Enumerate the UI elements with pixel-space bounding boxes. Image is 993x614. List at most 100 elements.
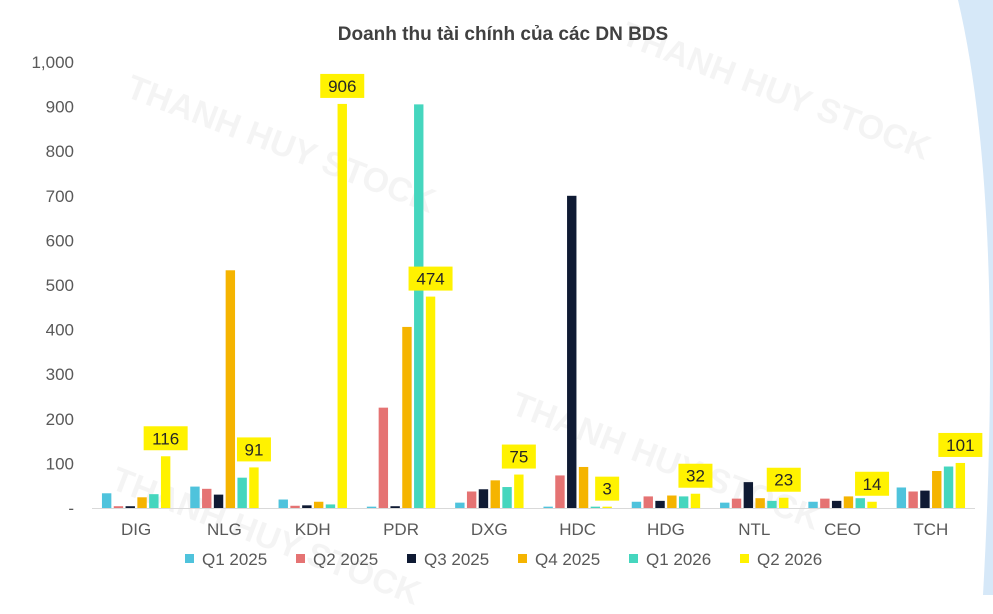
- y-tick-label: 200: [46, 410, 74, 429]
- bar: [678, 496, 689, 508]
- y-tick-label: 800: [46, 142, 74, 161]
- bar: [290, 505, 300, 508]
- bar: [425, 296, 436, 508]
- data-label-box: [236, 437, 271, 462]
- bar-chart: Doanh thu tài chính của các DN BDS - 100 20…: [31, 24, 983, 569]
- bar: [237, 477, 247, 508]
- legend-label: Q2 2025: [313, 550, 378, 569]
- data-label-box: [595, 476, 620, 501]
- data-label: 101: [946, 436, 974, 455]
- bar: [831, 500, 842, 508]
- bar: [908, 491, 918, 508]
- bar: [590, 506, 601, 508]
- bar: [731, 498, 742, 508]
- bar: [631, 501, 642, 508]
- bar: [490, 480, 500, 508]
- bar: [313, 501, 324, 508]
- bar: [137, 497, 147, 508]
- data-label-box: [678, 463, 713, 488]
- data-label: 23: [774, 471, 793, 490]
- data-label: 116: [152, 429, 179, 448]
- bar: [943, 466, 954, 508]
- bar: [567, 195, 577, 509]
- data-label-box: [320, 73, 365, 98]
- data-label: 3: [602, 480, 611, 499]
- legend-label: Q1 2025: [202, 550, 267, 569]
- x-tick-label: TCH: [913, 520, 948, 539]
- data-label-box: [143, 426, 188, 451]
- bar: [843, 496, 854, 508]
- bar: [160, 456, 171, 508]
- bar: [113, 506, 124, 508]
- bar: [932, 470, 942, 508]
- x-tick-label: HDC: [559, 520, 596, 539]
- data-label: 91: [244, 440, 263, 459]
- bar: [278, 499, 288, 508]
- legend-swatch: [407, 554, 416, 563]
- x-tick-label: NTL: [738, 520, 770, 539]
- y-tick-label: 900: [46, 98, 74, 117]
- legend-swatch: [296, 554, 305, 563]
- y-tick-label: 100: [46, 454, 74, 473]
- data-label: 906: [328, 77, 356, 96]
- y-tick-label: 300: [46, 365, 74, 384]
- bar: [690, 493, 701, 508]
- bar: [455, 502, 465, 508]
- y-tick-label: -: [68, 499, 74, 518]
- bar: [466, 491, 477, 508]
- bar: [149, 494, 159, 508]
- bar: [667, 495, 677, 508]
- bar: [225, 270, 236, 508]
- data-label: 474: [416, 270, 444, 289]
- bar: [643, 496, 653, 508]
- bar: [514, 474, 524, 508]
- x-tick-label: CEO: [824, 520, 861, 539]
- legend-label: Q3 2025: [424, 550, 489, 569]
- bar: [720, 502, 730, 508]
- bar: [543, 506, 553, 508]
- data-label-box: [766, 467, 801, 492]
- bar: [325, 504, 336, 508]
- y-tick-label: 500: [46, 276, 74, 295]
- legend-label: Q1 2026: [646, 550, 711, 569]
- chart-title: Doanh thu tài chính của các DN BDS: [338, 24, 668, 45]
- x-tick-label: DXG: [471, 520, 508, 539]
- x-tick-label: NLG: [207, 520, 242, 539]
- bar: [202, 488, 212, 508]
- legend-swatch: [518, 554, 527, 563]
- bar: [655, 500, 665, 508]
- bar: [213, 494, 224, 508]
- bar: [767, 500, 777, 508]
- bar: [502, 487, 512, 508]
- legend-label: Q4 2025: [535, 550, 600, 569]
- bar: [867, 501, 877, 508]
- y-tick-label: 400: [46, 321, 74, 340]
- bar: [378, 407, 389, 508]
- bar: [920, 490, 930, 508]
- bar: [249, 467, 259, 508]
- data-label: 32: [686, 467, 705, 486]
- legend-swatch: [629, 554, 638, 563]
- data-label-box: [938, 432, 983, 457]
- legend-swatch: [740, 554, 749, 563]
- legend-label: Q2 2026: [757, 550, 822, 569]
- bar: [555, 475, 565, 508]
- bar: [101, 493, 112, 508]
- bar: [302, 505, 312, 508]
- bar: [478, 489, 489, 508]
- bar: [779, 497, 789, 508]
- bar: [820, 498, 830, 508]
- bar: [743, 482, 754, 508]
- data-label-box: [855, 471, 890, 496]
- bar: [955, 462, 966, 508]
- bar: [190, 486, 200, 508]
- bar: [602, 506, 612, 508]
- y-tick-label: 1,000: [31, 53, 74, 72]
- data-label: 75: [509, 448, 528, 467]
- bar: [578, 466, 589, 508]
- x-tick-label: KDH: [295, 520, 331, 539]
- data-label: 14: [863, 475, 882, 494]
- y-tick-label: 700: [46, 187, 74, 206]
- x-tick-label: DIG: [121, 520, 151, 539]
- x-tick-label: HDG: [647, 520, 685, 539]
